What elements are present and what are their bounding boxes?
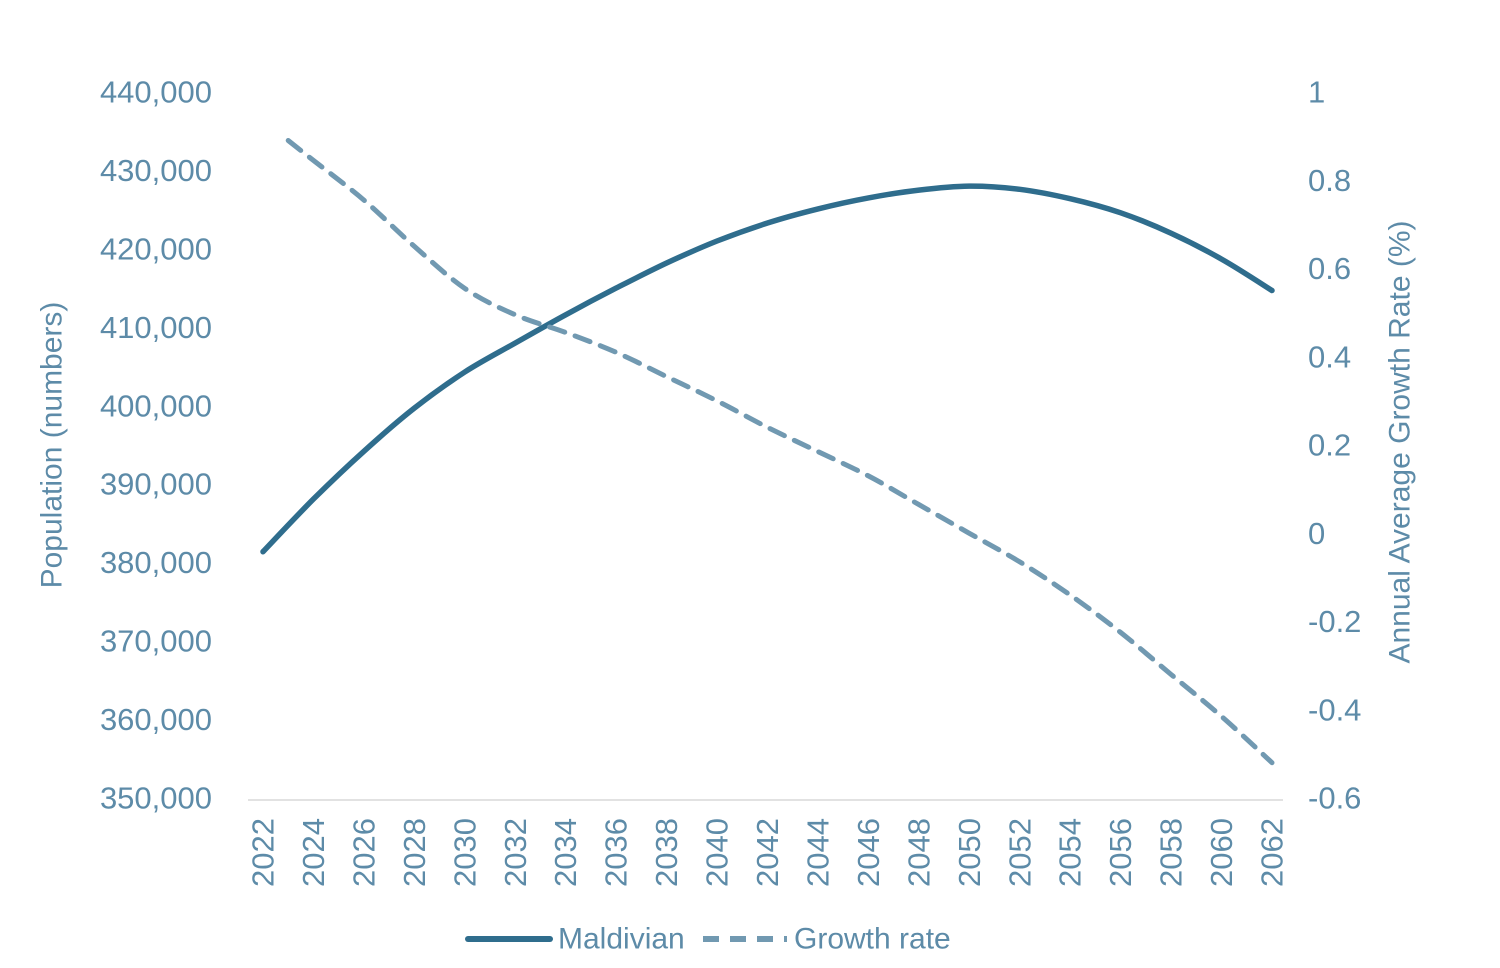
legend-label-maldivian: Maldivian — [558, 923, 685, 956]
legend-label-growth-rate: Growth rate — [794, 923, 951, 956]
right-axis-title: Annual Average Growth Rate (%) — [1384, 220, 1417, 663]
x-axis-tick-label: 2040 — [700, 818, 735, 887]
x-axis-tick-label: 2062 — [1255, 818, 1290, 887]
chart-series — [248, 138, 1283, 801]
x-axis-tick-label: 2036 — [599, 818, 634, 887]
x-axis-tick-label: 2022 — [246, 818, 281, 887]
x-axis-tick-label: 2044 — [800, 818, 835, 887]
right-axis-tick-labels: 1 0.8 0.6 0.4 0.2 0 -0.2 -0.4 -0.6 — [1308, 75, 1361, 816]
growth-rate-line — [285, 138, 1275, 766]
left-axis-title: Population (numbers) — [36, 302, 69, 589]
x-axis-tick-label: 2060 — [1204, 818, 1239, 887]
legend: Maldivian Growth rate — [465, 923, 951, 956]
right-axis-tick-label: 0 — [1308, 516, 1325, 551]
x-axis-tick-label: 2054 — [1053, 818, 1088, 887]
x-axis-tick-label: 2052 — [1002, 818, 1037, 887]
left-axis-tick-label: 350,000 — [100, 781, 212, 816]
left-axis-tick-label: 400,000 — [100, 388, 212, 423]
x-axis-tick-label: 2026 — [346, 818, 381, 887]
left-axis-tick-label: 430,000 — [100, 153, 212, 188]
right-axis-tick-label: 0.2 — [1308, 428, 1351, 463]
left-axis-tick-label: 370,000 — [100, 624, 212, 659]
left-axis-tick-label: 440,000 — [100, 75, 212, 110]
x-axis-tick-label: 2030 — [447, 818, 482, 887]
x-axis-tick-label: 2032 — [498, 818, 533, 887]
right-axis-tick-label: 0.8 — [1308, 163, 1351, 198]
x-axis-tick-label: 2050 — [952, 818, 987, 887]
x-axis-tick-label: 2048 — [901, 818, 936, 887]
x-axis-tick-label: 2042 — [750, 818, 785, 887]
x-axis-tick-label: 2058 — [1154, 818, 1189, 887]
x-axis-tick-label: 2056 — [1103, 818, 1138, 887]
left-axis-tick-label: 390,000 — [100, 467, 212, 502]
x-axis-tick-label: 2046 — [851, 818, 886, 887]
x-axis-tick-label: 2034 — [548, 818, 583, 887]
right-axis-tick-label: -0.4 — [1308, 692, 1361, 727]
right-axis-tick-label: 1 — [1308, 75, 1325, 110]
left-axis-tick-labels: 350,000 360,000 370,000 380,000 390,000 400,0… — [100, 75, 212, 816]
right-axis-tick-label: -0.6 — [1308, 781, 1361, 816]
left-axis-tick-label: 420,000 — [100, 231, 212, 266]
left-axis-tick-label: 380,000 — [100, 545, 212, 580]
x-axis-tick-label: 2038 — [649, 818, 684, 887]
right-axis-tick-label: -0.2 — [1308, 604, 1361, 639]
left-axis-tick-label: 360,000 — [100, 702, 212, 737]
left-axis-tick-label: 410,000 — [100, 310, 212, 345]
right-axis-tick-label: 0.4 — [1308, 339, 1351, 374]
right-axis-tick-label: 0.6 — [1308, 251, 1351, 286]
x-axis-tick-labels: 2022 2024 2026 2028 2030 2032 2034 2036 2038 2040… — [246, 818, 1290, 887]
x-axis-tick-label: 2028 — [397, 818, 432, 887]
maldivian-line — [260, 183, 1275, 555]
x-axis-tick-label: 2024 — [296, 818, 331, 887]
